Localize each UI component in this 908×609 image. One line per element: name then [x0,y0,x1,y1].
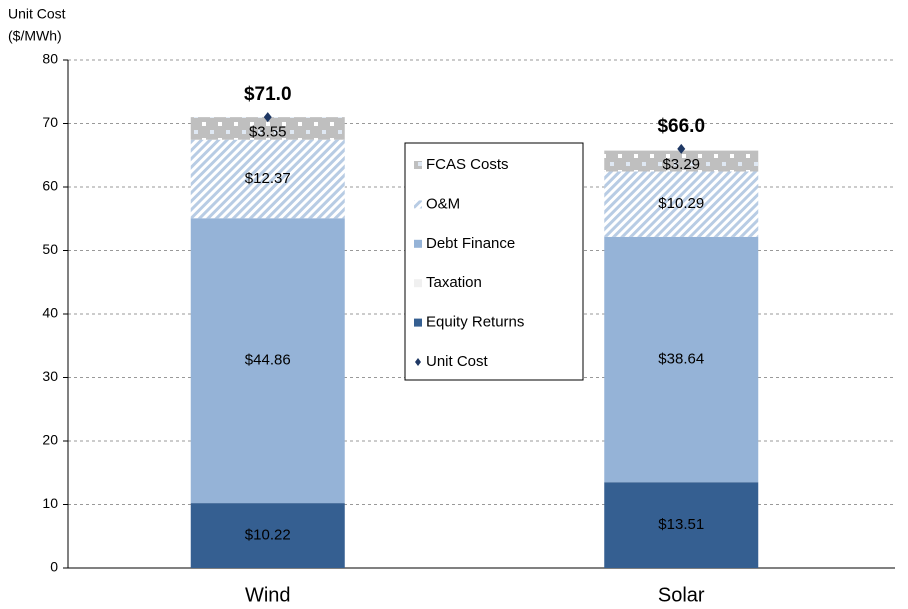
y-tick-label: 40 [42,305,58,321]
legend-swatch [414,279,422,288]
legend-label: Unit Cost [426,353,489,370]
data-label: $12.37 [245,170,291,187]
y-tick-label: 70 [42,114,58,130]
y-axis-label: Unit Cost [8,6,66,22]
legend-label: Debt Finance [426,235,515,252]
y-tick-label: 50 [42,241,58,257]
legend-box [404,142,584,381]
data-label: $44.86 [245,352,291,369]
bar-segment [190,503,345,568]
data-label: $10.22 [245,527,291,544]
legend-label: FCAS Costs [426,156,509,173]
y-axis-label: ($/MWh) [8,28,62,44]
data-label: $71.0 [244,84,292,105]
data-label: $38.64 [658,350,704,367]
data-label: $10.29 [658,195,704,212]
bar-segment [604,482,759,568]
y-tick-label: 20 [42,432,58,448]
bar-segment [604,171,759,237]
y-tick-label: 10 [42,495,58,511]
data-label: $66.0 [657,116,705,137]
legend-swatch [415,358,421,366]
bar-segment [190,218,345,504]
legend-swatch [414,200,422,209]
y-tick-label: 30 [42,368,58,384]
unit-cost-marker [263,112,272,123]
x-tick-label: Solar [658,584,705,606]
data-label: $13.51 [658,516,704,533]
bar-segment [190,139,345,219]
legend-swatch [414,239,422,248]
bar-segment [604,236,759,483]
legend-label: Equity Returns [426,314,524,331]
data-label: $3.55 [249,123,287,140]
legend-label: Taxation [426,274,482,291]
legend-swatch [414,318,422,327]
y-tick-label: 60 [42,178,58,194]
bar-segment [604,150,759,172]
unit-cost-marker [677,143,686,154]
data-label: $3.29 [662,156,700,173]
bar-segment [190,117,345,140]
y-tick-label: 80 [42,51,58,67]
y-tick-label: 0 [50,559,58,575]
legend-swatch [414,161,422,169]
legend-label: O&M [426,195,460,212]
x-tick-label: Wind [245,584,291,606]
